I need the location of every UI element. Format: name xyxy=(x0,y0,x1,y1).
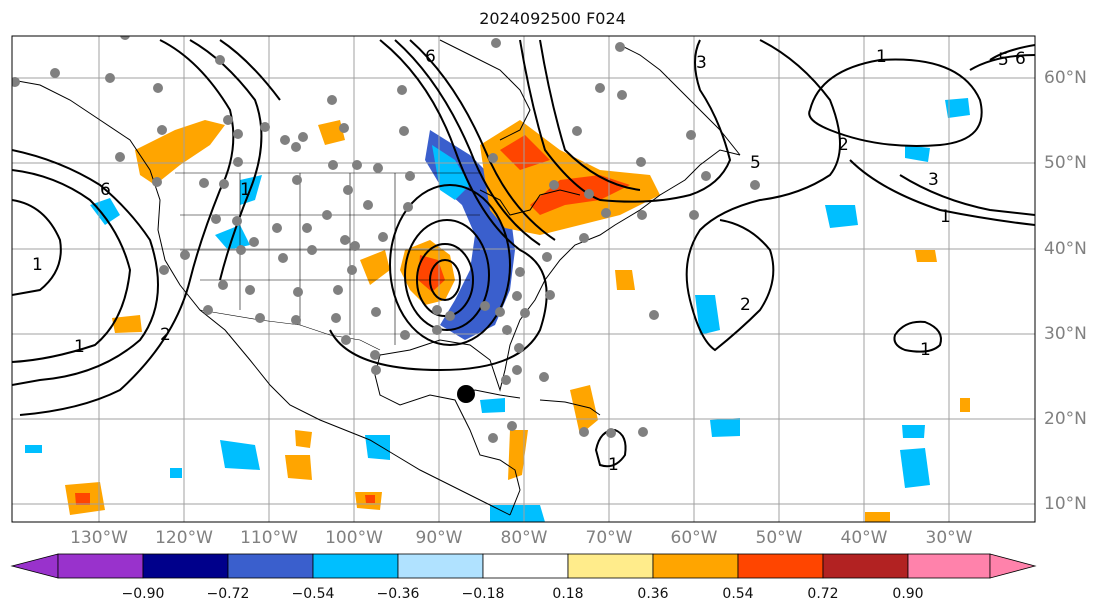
coastlines xyxy=(12,39,741,516)
colorbar-extend-high xyxy=(989,553,1037,579)
lon-label: 40°W xyxy=(840,528,888,548)
contour-label: 1 xyxy=(74,337,85,357)
colorbar-tick: 0.90 xyxy=(892,586,924,602)
graticule xyxy=(12,36,1035,522)
lat-label: 40°N xyxy=(1044,239,1087,259)
station-markers xyxy=(12,36,760,443)
contour-label: 1 xyxy=(240,180,251,200)
map-title: 2024092500 F024 xyxy=(479,9,626,28)
colorbar xyxy=(10,553,1037,579)
lon-label: 70°W xyxy=(585,528,633,548)
lat-label: 10°N xyxy=(1044,494,1087,514)
contour-label: 3 xyxy=(928,170,939,190)
lon-label: 130°W xyxy=(70,528,128,548)
colorbar-tick: −0.72 xyxy=(206,586,250,602)
colorbar-tick: −0.36 xyxy=(376,586,420,602)
lon-label: 110°W xyxy=(240,528,298,548)
lon-label: 100°W xyxy=(325,528,383,548)
colorbar-tick: 0.36 xyxy=(637,586,669,602)
contour-label: 1 xyxy=(940,207,951,227)
lat-label: 50°N xyxy=(1044,153,1087,173)
lon-label: 120°W xyxy=(155,528,213,548)
lon-label: 90°W xyxy=(415,528,463,548)
colorbar-tick: −0.18 xyxy=(461,586,505,602)
colorbar-extend-low xyxy=(10,553,59,579)
contour-label: 6 xyxy=(1015,49,1026,69)
contour-label: 2 xyxy=(740,295,751,315)
lat-label: 20°N xyxy=(1044,409,1087,429)
contour-label: 1 xyxy=(920,340,931,360)
lon-label: 50°W xyxy=(755,528,803,548)
lon-label: 60°W xyxy=(670,528,718,548)
colorbar-tick: 0.18 xyxy=(552,586,584,602)
colorbar-tick: 0.72 xyxy=(807,586,839,602)
lat-label: 30°N xyxy=(1044,324,1087,344)
lon-label: 80°W xyxy=(500,528,548,548)
contour-label: 1 xyxy=(876,47,887,67)
lon-label: 30°W xyxy=(925,528,973,548)
colorbar-tick: −0.90 xyxy=(121,586,165,602)
contour-label: 2 xyxy=(160,325,171,345)
contour-label: 6 xyxy=(100,180,111,200)
map-frame xyxy=(11,35,1036,523)
contour-label: 5 xyxy=(998,50,1009,70)
contour-label: 1 xyxy=(32,255,43,275)
colorbar-tick: −0.54 xyxy=(291,586,335,602)
contour-lines xyxy=(12,39,1035,468)
lat-label: 60°N xyxy=(1044,68,1087,88)
contour-label: 6 xyxy=(425,47,436,67)
contour-label: 2 xyxy=(838,135,849,155)
contour-label: 3 xyxy=(696,53,707,73)
colorbar-tick: 0.54 xyxy=(722,586,754,602)
storm-center-marker xyxy=(457,385,475,403)
contour-label: 5 xyxy=(750,153,761,173)
contour-label: 1 xyxy=(608,455,619,475)
